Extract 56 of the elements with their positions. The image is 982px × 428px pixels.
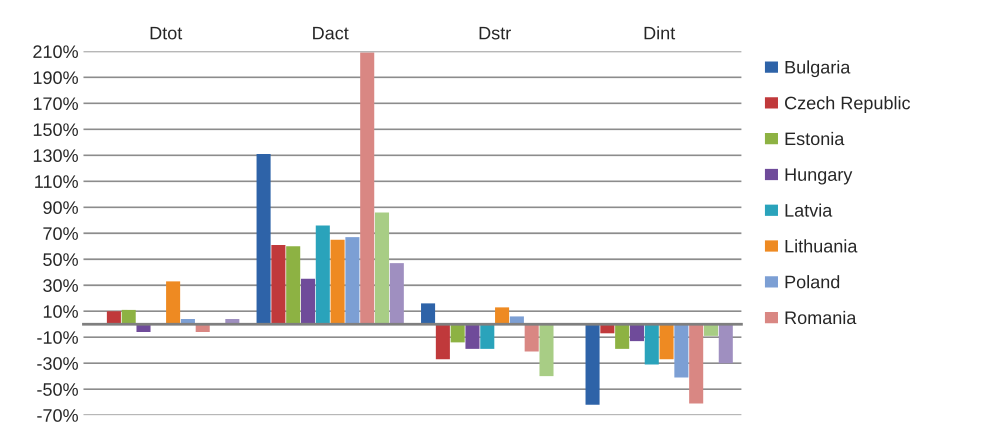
y-tick-label: 10% xyxy=(44,305,78,318)
y-tick-label: 130% xyxy=(34,149,78,162)
y-tick-label: -50% xyxy=(37,383,78,396)
y-tick-label: 50% xyxy=(43,253,78,266)
y-tick-label: -70% xyxy=(37,409,78,422)
bar xyxy=(539,324,554,376)
bar xyxy=(256,154,271,324)
y-tick-label: 190% xyxy=(34,71,78,84)
bar xyxy=(689,324,704,404)
bar xyxy=(166,281,180,324)
legend-label: Hungary xyxy=(786,168,852,185)
bar xyxy=(524,324,539,352)
bar xyxy=(480,324,494,349)
bar xyxy=(660,324,674,360)
y-tick-label: 30% xyxy=(43,279,78,292)
y-tick-label: 170% xyxy=(34,97,78,110)
bar xyxy=(316,225,330,324)
bar xyxy=(674,324,688,378)
bar xyxy=(374,212,390,324)
bar xyxy=(644,324,659,364)
bar xyxy=(330,240,345,324)
x-tick-label: Dtot xyxy=(150,26,182,40)
bar xyxy=(630,324,644,342)
y-tick-label: 90% xyxy=(43,201,78,214)
legend-label: Bulgaria xyxy=(786,60,850,78)
bar xyxy=(360,52,374,324)
bar xyxy=(495,307,510,324)
x-tick-label: Dint xyxy=(644,26,676,40)
bar xyxy=(586,324,600,405)
bar xyxy=(421,303,436,324)
y-tick-label: -10% xyxy=(37,331,78,344)
bar xyxy=(465,324,480,349)
bar xyxy=(286,246,300,324)
bar xyxy=(271,244,286,324)
legend-label: Czech Republic xyxy=(785,96,910,113)
legend-label: Latvia xyxy=(786,203,832,217)
legend-label: Lithuania xyxy=(786,239,858,253)
bar xyxy=(718,324,733,364)
bar xyxy=(615,324,630,349)
bar xyxy=(300,278,316,324)
bar xyxy=(390,263,404,324)
bar xyxy=(450,324,465,342)
y-tick-label: -30% xyxy=(37,357,78,370)
bar xyxy=(436,324,450,360)
legend-label: Estonia xyxy=(786,132,844,146)
x-tick-label: Dstr xyxy=(480,26,511,40)
legend-label: Poland xyxy=(786,275,840,288)
x-tick-label: Dact xyxy=(313,26,349,40)
bar xyxy=(122,310,136,324)
bar xyxy=(106,311,121,324)
legend-label: Romania xyxy=(786,310,856,324)
y-tick-label: 210% xyxy=(33,45,78,58)
bar xyxy=(345,237,360,324)
y-tick-label: 70% xyxy=(43,227,78,240)
y-tick-label: 110% xyxy=(35,175,78,188)
y-tick-label: 150% xyxy=(34,123,78,136)
